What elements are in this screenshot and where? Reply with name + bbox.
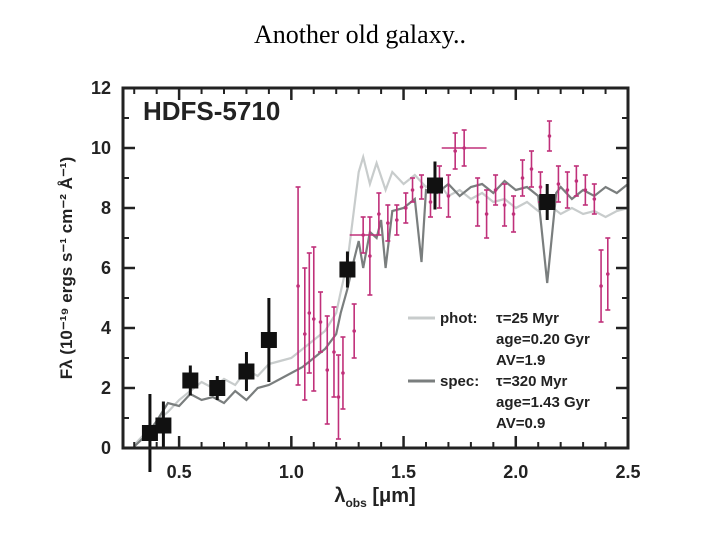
slide-title: Another old galaxy.. [253,20,467,49]
y-tick-label: 4 [101,318,111,338]
x-tick-label: 0.5 [167,462,192,482]
spectrum-point [295,186,301,386]
chart-title: HDFS-5710 [143,96,280,126]
y-tick-label: 0 [101,438,111,458]
y-tick-label: 6 [101,258,111,278]
spectrum-point [351,303,357,359]
spectrum-point [318,291,324,353]
spectrum-point [502,183,508,227]
spectrum-point [591,183,597,215]
x-tick-label: 2.5 [615,462,640,482]
spectrum-point [493,174,499,206]
spectrum-point [335,354,341,440]
spectrum-point [367,216,373,296]
spectrum-point [484,189,490,239]
spectrum-point [324,315,330,425]
legend-line: AV=0.9 [496,415,545,432]
spectrum-point [403,192,409,224]
spectrum-point [311,246,317,392]
spectrum-point [475,177,481,227]
spectrum-point [410,177,416,203]
legend-line: age=1.43 Gyr [496,394,590,411]
spectrum-point [582,174,588,206]
photometry-point [339,251,356,288]
spectrum-point [385,204,391,242]
x-tick-label: 1.5 [391,462,416,482]
spectrum-point [441,129,487,167]
spectrum-point [445,174,451,218]
photometry-point [426,161,443,210]
legend-name: spec: [440,373,479,390]
spectrum-point [340,336,346,410]
photometry-point [539,184,556,220]
spectrum-point [564,171,570,209]
spectrum-point [306,252,312,374]
spectrum-point [376,192,382,236]
y-tick-label: 12 [91,78,111,98]
legend: phot: τ=25 Myr age=0.20 Gyr AV=1.9 spec: τ=32… [408,310,590,432]
axes: 0.5 1.0 1.5 2.0 2.5 0 2 4 6 8 10 12 [91,78,641,482]
legend-line: age=0.20 Gyr [496,331,590,348]
y-tick-label: 8 [101,198,111,218]
spectrum-point [302,267,308,401]
spectrum-point [452,132,458,170]
legend-line: τ=25 Myr [496,310,559,327]
x-tick-label: 1.0 [279,462,304,482]
spectrum-point [528,150,534,188]
spectrum-point [349,216,377,254]
spectrum-point [394,204,400,236]
legend-line: AV=1.9 [496,352,545,369]
spectrum-point [598,249,604,323]
photometry-point [260,298,277,382]
x-axis-label: λobs [μm] [334,485,415,510]
spectrum-point [546,120,552,152]
spectrum-point [573,165,579,197]
photometry-point [182,365,199,396]
spectrum-point [605,237,611,311]
x-tick-label: 2.0 [503,462,528,482]
legend-entry: spec: τ=320 Myr age=1.43 Gyr AV=0.9 [408,373,590,432]
legend-entry: phot: τ=25 Myr age=0.20 Gyr AV=1.9 [408,310,590,369]
y-axis-label: Fλ (10⁻¹⁹ ergs s⁻¹ cm⁻² Å⁻¹) [57,157,76,380]
photometry-point [155,401,172,450]
spectrum-point [520,159,526,197]
spectrum-point [419,174,425,200]
spectrum-point [555,165,561,203]
spectrum-point [331,306,337,398]
photometry-points [141,161,556,472]
y-tick-label: 2 [101,378,111,398]
y-tick-label: 10 [91,138,111,158]
legend-name: phot: [440,310,477,327]
spectrum-point [511,195,517,233]
photometry-point [209,376,226,400]
photometry-point [141,394,158,472]
photometry-point [238,352,255,391]
legend-line: τ=320 Myr [496,373,567,390]
